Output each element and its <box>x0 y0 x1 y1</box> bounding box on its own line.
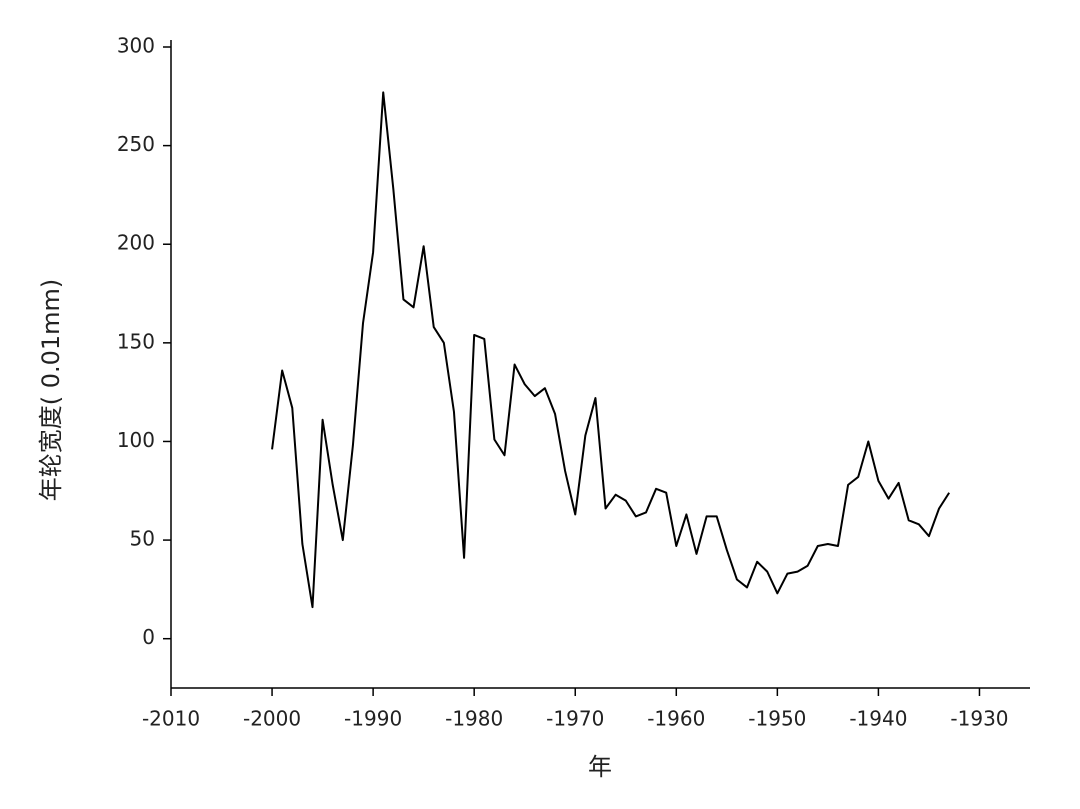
line <box>271 91 950 609</box>
y-tick-label: 0 <box>142 625 155 649</box>
y-tick-label: 150 <box>117 329 155 353</box>
x-tick-label: -1960 <box>647 707 705 731</box>
y-axis-label: 年轮宽度( 0.01mm) <box>37 279 65 502</box>
x-tick-label: -1940 <box>849 707 907 731</box>
x-tick-label: -2010 <box>142 707 200 731</box>
y-tick-label: 200 <box>117 231 155 255</box>
x-tick-label: -1930 <box>950 707 1008 731</box>
x-axis-label: 年 <box>588 753 612 781</box>
y-tick-label: 300 <box>117 34 155 58</box>
x-tick-label: -2000 <box>243 707 301 731</box>
y-tick-label: 100 <box>117 428 155 452</box>
y-tick-label: 250 <box>117 132 155 156</box>
y-tick-label: 50 <box>130 527 155 551</box>
x-tick-label: -1990 <box>344 707 402 731</box>
x-tick-label: -1980 <box>445 707 503 731</box>
x-tick-label: -1950 <box>748 707 806 731</box>
x-tick-label: -1970 <box>546 707 604 731</box>
